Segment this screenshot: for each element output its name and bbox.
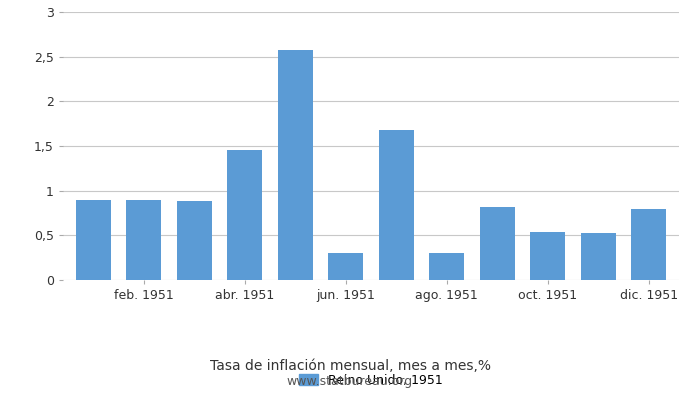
Text: www.statbureau.org: www.statbureau.org: [287, 375, 413, 388]
Bar: [176, 201, 212, 280]
Bar: [480, 207, 515, 280]
Bar: [126, 200, 162, 280]
Text: Tasa de inflación mensual, mes a mes,%: Tasa de inflación mensual, mes a mes,%: [209, 359, 491, 373]
Bar: [429, 253, 464, 280]
Bar: [580, 233, 616, 280]
Bar: [278, 50, 313, 280]
Bar: [379, 130, 414, 280]
Legend: Reino Unido, 1951: Reino Unido, 1951: [294, 369, 448, 392]
Bar: [227, 150, 262, 280]
Bar: [76, 200, 111, 280]
Bar: [530, 232, 566, 280]
Bar: [328, 253, 363, 280]
Bar: [631, 208, 666, 280]
